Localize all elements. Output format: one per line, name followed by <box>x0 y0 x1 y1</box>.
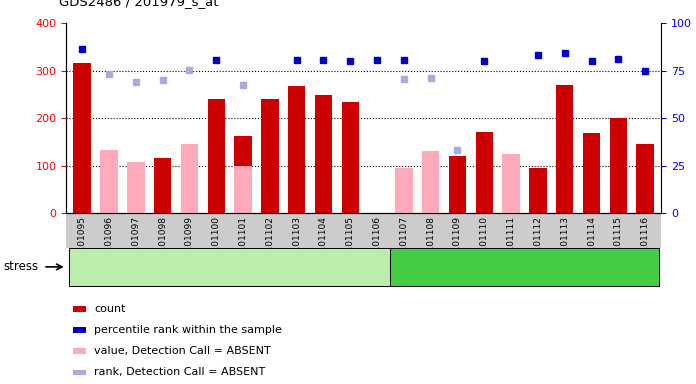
Bar <box>422 151 439 213</box>
Bar <box>610 118 627 213</box>
Bar <box>315 95 332 213</box>
Bar <box>503 154 520 213</box>
Text: stress: stress <box>3 260 38 273</box>
Bar <box>261 99 278 213</box>
Text: smoker: smoker <box>502 260 548 273</box>
Bar <box>449 156 466 213</box>
Bar <box>207 99 225 213</box>
Bar <box>556 85 574 213</box>
Bar <box>395 168 413 213</box>
Bar <box>235 136 252 213</box>
Text: GDS2486 / 201979_s_at: GDS2486 / 201979_s_at <box>59 0 219 8</box>
Bar <box>636 144 654 213</box>
Text: value, Detection Call = ABSENT: value, Detection Call = ABSENT <box>94 346 271 356</box>
Bar <box>74 63 91 213</box>
Bar <box>181 144 198 213</box>
Bar <box>583 133 600 213</box>
Bar <box>100 150 118 213</box>
Bar <box>475 132 493 213</box>
Bar <box>235 166 252 213</box>
Bar <box>154 158 171 213</box>
Bar <box>127 162 145 213</box>
Text: rank, Detection Call = ABSENT: rank, Detection Call = ABSENT <box>94 367 265 377</box>
Text: count: count <box>94 304 125 314</box>
Text: non-smoker: non-smoker <box>193 260 267 273</box>
Bar <box>342 102 359 213</box>
Bar <box>529 168 546 213</box>
Bar <box>288 86 306 213</box>
Text: percentile rank within the sample: percentile rank within the sample <box>94 325 282 335</box>
